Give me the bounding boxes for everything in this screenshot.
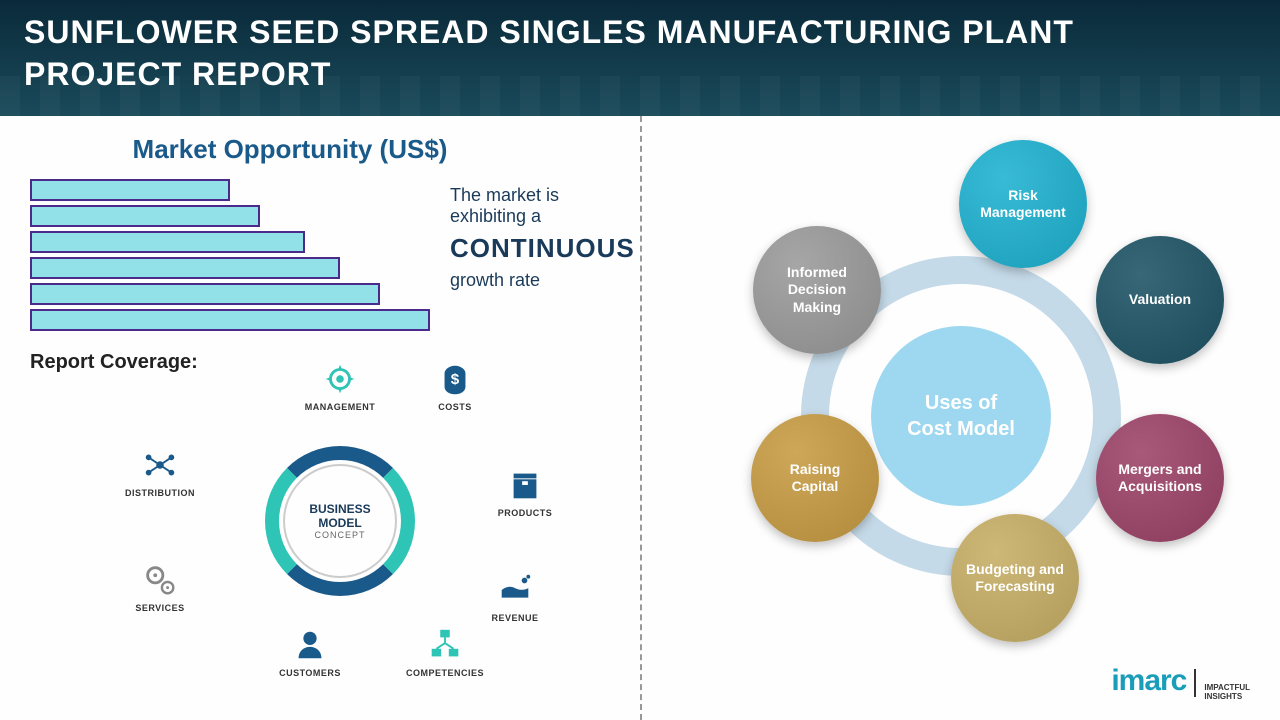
cost-node: RiskManagement <box>959 140 1087 268</box>
coverage-node-label: COSTS <box>410 402 500 412</box>
competencies-icon <box>426 626 464 664</box>
coverage-node-label: REVENUE <box>470 613 560 623</box>
growth-text-emphasis: CONTINUOUS <box>450 233 635 264</box>
header-banner: SUNFLOWER SEED SPREAD SINGLES MANUFACTUR… <box>0 0 1280 116</box>
chart-bar <box>30 231 305 253</box>
coverage-node-label: CUSTOMERS <box>265 668 355 678</box>
main-content: Market Opportunity (US$) The market is e… <box>0 116 1280 720</box>
coverage-node-management: MANAGEMENT <box>295 360 385 412</box>
customers-icon <box>291 626 329 664</box>
costs-icon: $ <box>436 360 474 398</box>
coverage-node-label: SERVICES <box>115 603 205 613</box>
page-title: SUNFLOWER SEED SPREAD SINGLES MANUFACTUR… <box>24 12 1256 95</box>
management-icon <box>321 360 359 398</box>
chart-title: Market Opportunity (US$) <box>0 134 610 165</box>
cost-node: InformedDecisionMaking <box>753 226 881 354</box>
cost-model-center: Uses ofCost Model <box>871 326 1051 506</box>
chart-bar <box>30 257 340 279</box>
logo-divider <box>1194 669 1196 697</box>
coverage-node-competencies: COMPETENCIES <box>400 626 490 678</box>
business-model-center: BUSINESS MODEL CONCEPT <box>265 446 415 596</box>
services-icon <box>141 561 179 599</box>
svg-text:$: $ <box>451 371 460 388</box>
business-model-diagram: BUSINESS MODEL CONCEPT MANAGEMENT $ COSTS P… <box>110 366 570 676</box>
products-icon <box>506 466 544 504</box>
cost-model-center-label: Uses ofCost Model <box>907 390 1015 442</box>
chart-bar <box>30 309 430 331</box>
market-growth-text: The market is exhibiting a CONTINUOUS gr… <box>450 179 635 331</box>
cost-model-wheel: Uses ofCost Model RiskManagementValuatio… <box>701 156 1221 676</box>
right-panel: Uses ofCost Model RiskManagementValuatio… <box>640 116 1280 720</box>
coverage-node-services: SERVICES <box>115 561 205 613</box>
cost-node: Valuation <box>1096 236 1224 364</box>
growth-text-line1: The market is exhibiting a <box>450 185 635 227</box>
coverage-node-label: DISTRIBUTION <box>115 488 205 498</box>
logo-tagline2: INSIGHTS <box>1204 693 1250 702</box>
cost-node: Mergers andAcquisitions <box>1096 414 1224 542</box>
coverage-node-label: MANAGEMENT <box>295 402 385 412</box>
coverage-node-costs: $ COSTS <box>410 360 500 412</box>
bar-chart <box>30 179 430 331</box>
chart-bar <box>30 283 380 305</box>
distribution-icon <box>141 446 179 484</box>
coverage-node-distribution: DISTRIBUTION <box>115 446 205 498</box>
chart-area: The market is exhibiting a CONTINUOUS gr… <box>30 179 610 331</box>
coverage-node-customers: CUSTOMERS <box>265 626 355 678</box>
brand-logo: imarc IMPACTFUL INSIGHTS <box>1111 664 1250 702</box>
coverage-node-revenue: REVENUE <box>470 571 560 623</box>
chart-bar <box>30 179 230 201</box>
cost-node: Budgeting andForecasting <box>951 514 1079 642</box>
cost-node: RaisingCapital <box>751 414 879 542</box>
revenue-icon <box>496 571 534 609</box>
left-panel: Market Opportunity (US$) The market is e… <box>0 116 640 720</box>
logo-text: imarc <box>1111 664 1186 698</box>
coverage-node-label: COMPETENCIES <box>400 668 490 678</box>
coverage-node-label: PRODUCTS <box>480 508 570 518</box>
chart-bar <box>30 205 260 227</box>
coverage-node-products: PRODUCTS <box>480 466 570 518</box>
growth-text-line2: growth rate <box>450 270 635 291</box>
